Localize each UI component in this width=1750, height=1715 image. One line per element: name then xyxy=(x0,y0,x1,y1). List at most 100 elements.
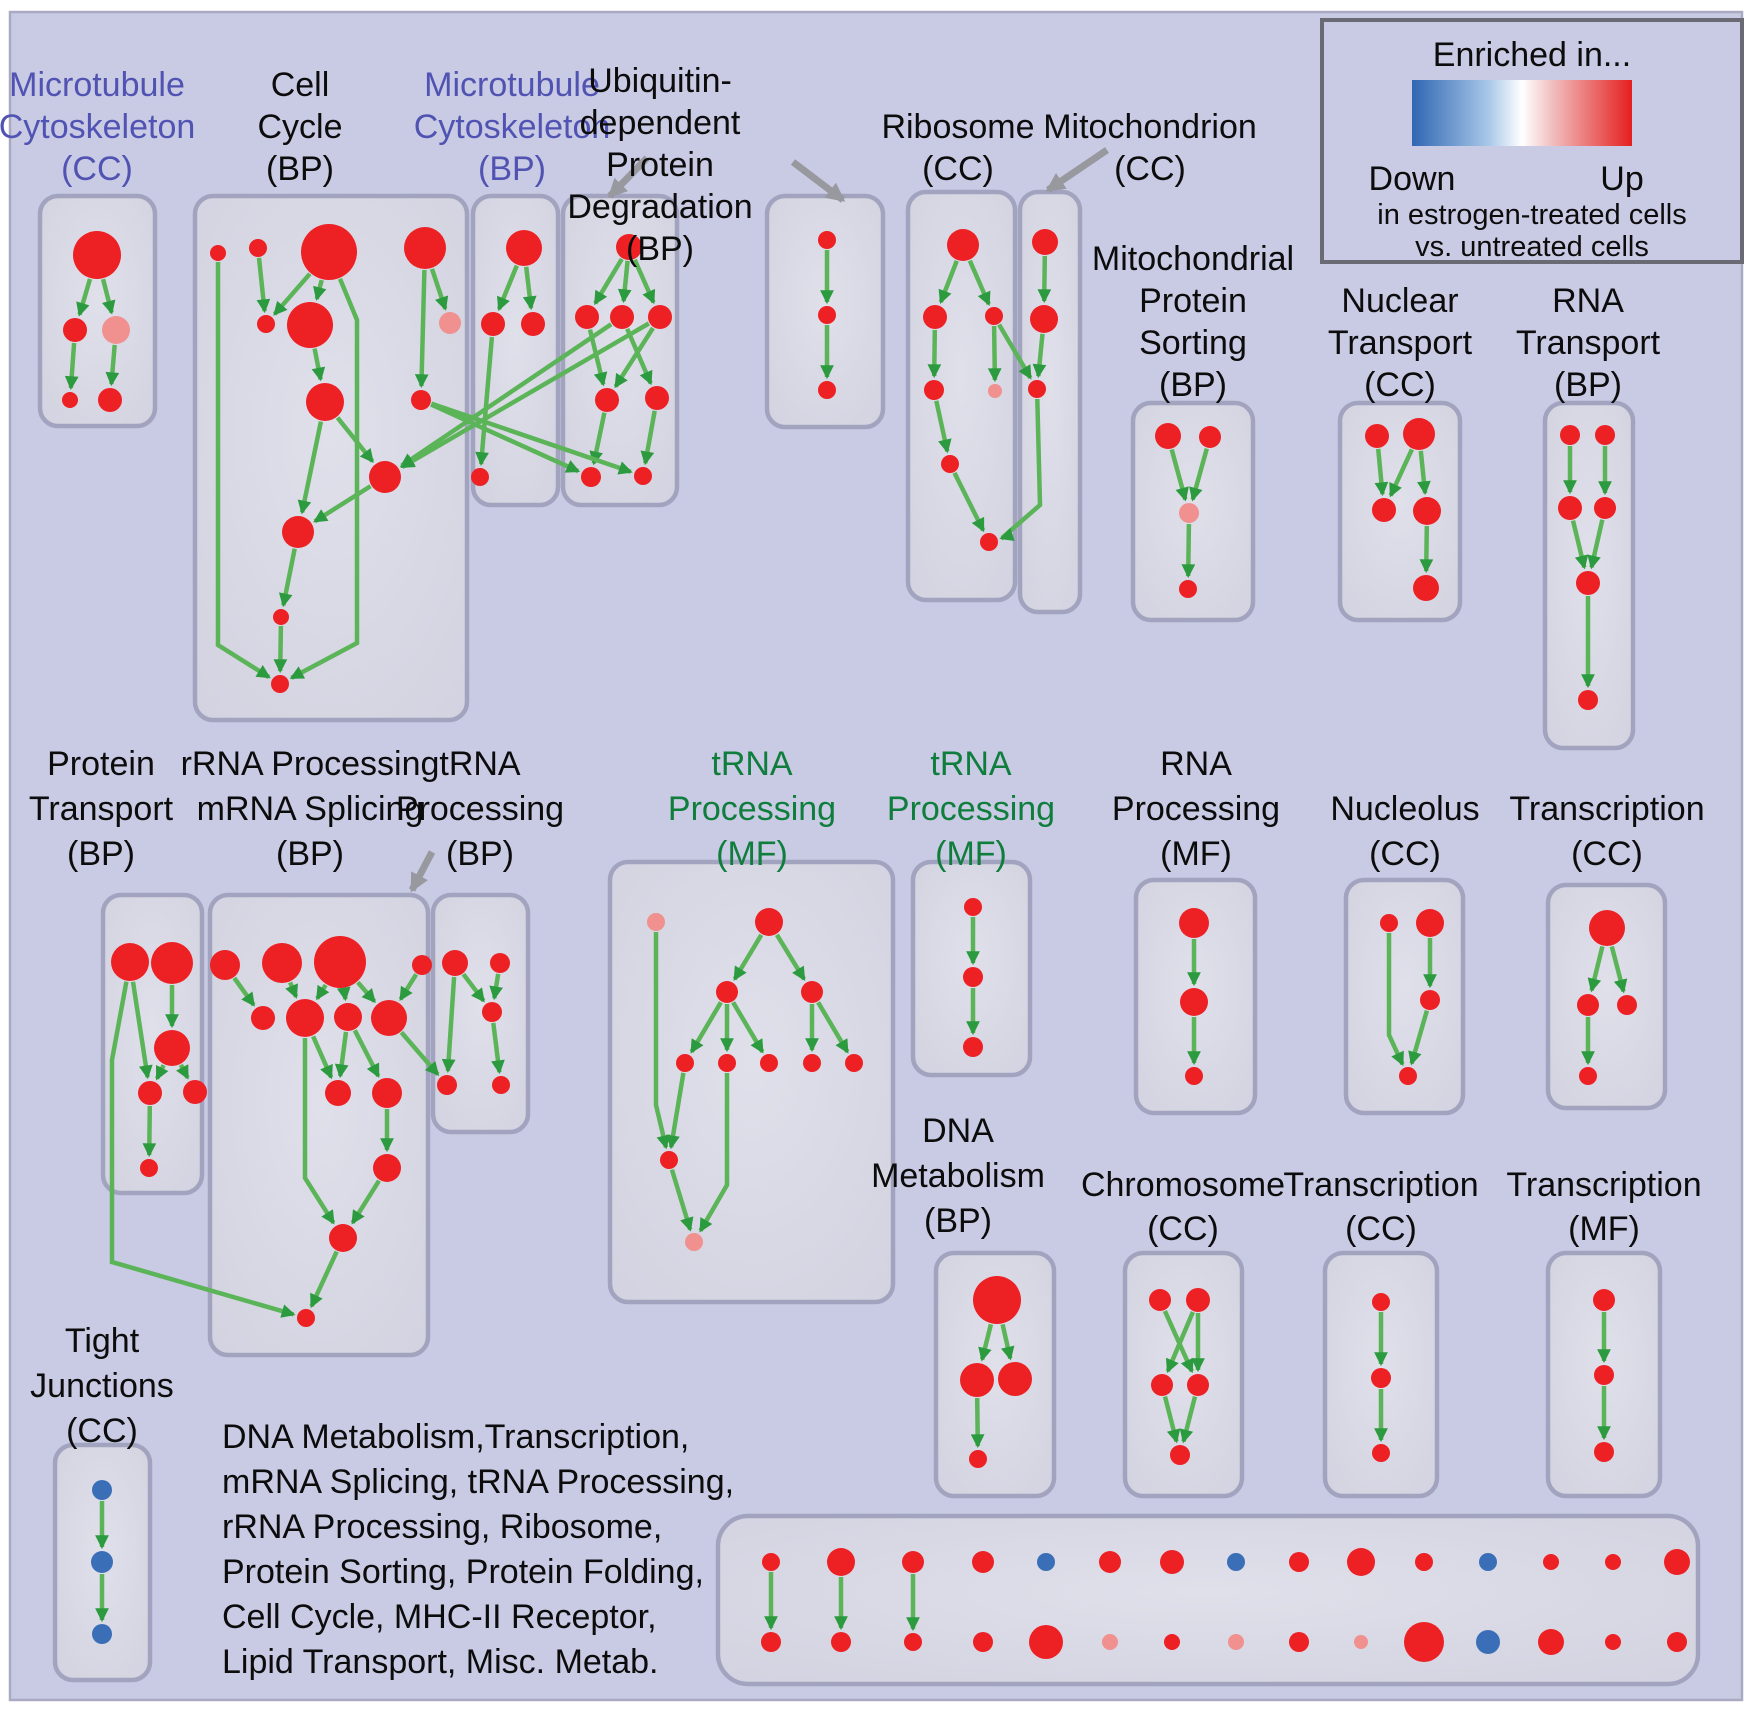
go-term-node xyxy=(1372,498,1396,522)
go-term-node xyxy=(923,305,947,329)
hierarchy-edge-arrow xyxy=(285,981,299,999)
hierarchy-edge-arrow xyxy=(64,342,79,391)
go-term-node xyxy=(1577,994,1599,1016)
go-term-node xyxy=(287,302,333,348)
note-line: Cell Cycle, MHC-II Receptor, xyxy=(222,1598,657,1636)
cluster-label-dna-metabolism: DNA Metabolism (BP) xyxy=(871,1112,1045,1240)
hierarchy-edge-arrow xyxy=(461,972,486,1003)
go-term-node xyxy=(972,1551,994,1573)
hierarchy-edge-arrow xyxy=(1374,448,1389,497)
go-term-node xyxy=(271,675,289,693)
note-line: DNA Metabolism,Transcription, xyxy=(222,1418,689,1456)
hierarchy-edge-arrow xyxy=(1169,448,1189,502)
cluster-label-line: Mitochondrion xyxy=(1043,108,1257,146)
hierarchy-edge-arrow xyxy=(297,421,324,515)
hierarchy-edge-arrow xyxy=(1000,1323,1015,1361)
cluster-label-line: dependent xyxy=(580,104,741,142)
hierarchy-edge-arrow xyxy=(1609,945,1628,994)
hierarchy-edge-arrow xyxy=(76,278,93,317)
hierarchy-edge-arrow xyxy=(997,323,1033,380)
go-term-node xyxy=(329,1224,357,1252)
cluster-label-microtubule-cc: Microtubule Cytoskeleton (CC) xyxy=(0,66,195,188)
go-term-node xyxy=(902,1551,924,1573)
go-term-node xyxy=(306,383,344,421)
cluster-label-line: Junctions xyxy=(30,1367,174,1405)
hierarchy-edge-arrow xyxy=(952,471,986,533)
cluster-label-line: (CC) xyxy=(1364,366,1436,404)
go-term-node xyxy=(1594,1365,1614,1385)
cluster-label-line: RNA xyxy=(1160,745,1232,783)
hierarchy-edge-arrow xyxy=(400,321,650,469)
cluster-label-line: (MF) xyxy=(935,835,1007,873)
go-term-node xyxy=(801,981,823,1003)
cluster-label-trna-mf-large: tRNA Processing (MF) xyxy=(668,745,836,873)
hierarchy-edge-arrow xyxy=(1181,523,1196,579)
cluster-label-transcription-cc-mid: Transcription (CC) xyxy=(1509,790,1704,873)
hierarchy-edge-arrow xyxy=(430,402,581,474)
cluster-label-line: Transcription xyxy=(1506,1166,1701,1204)
cluster-box-nuc xyxy=(1343,877,1466,1116)
hierarchy-edge-arrow xyxy=(356,980,377,1003)
note-line: Protein Sorting, Protein Folding, xyxy=(222,1553,704,1591)
cluster-label-line: (MF) xyxy=(1568,1210,1640,1248)
hierarchy-edge-arrow xyxy=(289,277,360,680)
hierarchy-edge-arrow xyxy=(774,933,807,981)
go-term-node xyxy=(372,1078,402,1108)
go-term-node xyxy=(803,1054,821,1072)
go-term-node xyxy=(581,467,601,487)
hierarchy-edge-arrow xyxy=(1386,933,1405,1067)
go-term-node xyxy=(1227,1553,1245,1571)
go-term-node xyxy=(1164,1634,1180,1650)
go-term-node xyxy=(1179,503,1199,523)
go-term-node xyxy=(404,227,446,269)
cluster-label-line: Transcription xyxy=(1283,1166,1478,1204)
cluster-label-line: (BP) xyxy=(478,150,546,188)
cluster-box-mito xyxy=(1017,189,1083,615)
cluster-label-line: Processing xyxy=(1112,790,1280,828)
cluster-label-line: (MF) xyxy=(1160,835,1232,873)
hierarchy-edge-arrow xyxy=(105,344,120,387)
go-term-node xyxy=(718,1054,736,1072)
cluster-box-mixed-terms xyxy=(715,1513,1701,1687)
hierarchy-edge-arrow xyxy=(1408,1009,1430,1066)
go-term-node xyxy=(154,1030,190,1066)
go-term-node xyxy=(249,239,267,257)
hierarchy-edge-arrow xyxy=(617,260,632,304)
hierarchy-edge-arrow xyxy=(311,348,326,382)
go-term-node xyxy=(1380,914,1398,932)
go-term-node xyxy=(1032,229,1058,255)
go-term-node xyxy=(1289,1552,1309,1572)
cluster-label-trna-mf-small: tRNA Processing (MF) xyxy=(887,745,1055,873)
hierarchy-edge-arrow xyxy=(215,262,271,680)
hierarchy-edge-arrow xyxy=(1587,945,1605,993)
hierarchy-edge-arrow xyxy=(967,259,991,306)
go-term-node xyxy=(102,316,130,344)
cluster-label-rna-processing-mf: RNA Processing (MF) xyxy=(1112,745,1280,873)
go-term-node xyxy=(963,1037,983,1057)
hierarchy-edge-arrow xyxy=(352,1029,381,1078)
cluster-label-line: (BP) xyxy=(266,150,334,188)
go-term-node xyxy=(1595,425,1615,445)
cluster-label-rrna-mrna: rRNA Processing mRNA Splicing (BP) xyxy=(181,745,440,873)
go-term-node xyxy=(716,981,738,1003)
go-term-node xyxy=(297,1309,315,1327)
hierarchy-edge-arrow xyxy=(398,973,419,1002)
hierarchy-edge-arrow xyxy=(414,269,429,389)
go-term-node xyxy=(845,1054,863,1072)
cluster-label-line: Microtubule xyxy=(9,66,185,104)
cluster-label-line: Transport xyxy=(1516,324,1661,362)
cluster-label-line: Cell xyxy=(271,66,330,104)
go-term-node xyxy=(831,1632,851,1652)
cluster-label-line: Cycle xyxy=(257,108,342,146)
go-term-node xyxy=(1404,1622,1444,1662)
cluster-label-line: (CC) xyxy=(1147,1210,1219,1248)
go-term-node xyxy=(960,1363,994,1397)
go-term-node xyxy=(439,312,461,334)
go-term-node xyxy=(411,390,431,410)
hierarchy-edge-arrow xyxy=(1189,447,1209,502)
go-term-node xyxy=(314,936,366,988)
cluster-label-line: Nuclear xyxy=(1341,282,1458,320)
